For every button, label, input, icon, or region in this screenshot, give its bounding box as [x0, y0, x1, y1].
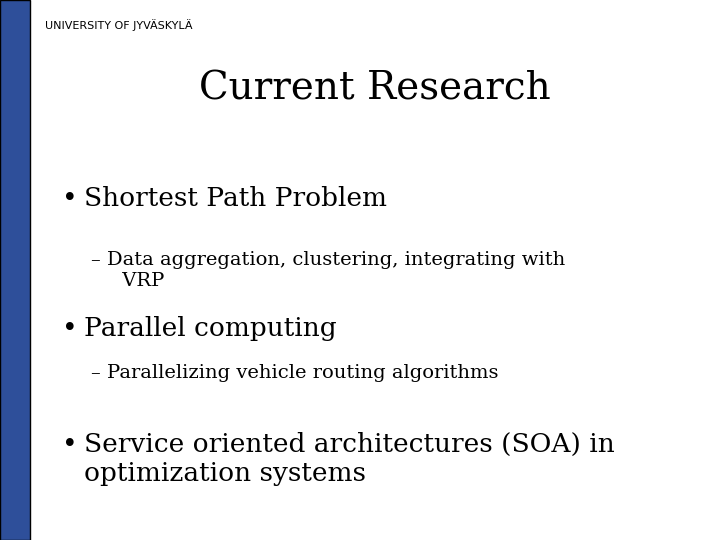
Text: UNIVERSITY OF JYVÄSKYLÄ: UNIVERSITY OF JYVÄSKYLÄ: [45, 19, 192, 31]
Text: •: •: [62, 186, 78, 212]
FancyBboxPatch shape: [0, 0, 30, 540]
Text: Shortest Path Problem: Shortest Path Problem: [84, 186, 387, 211]
Text: Current Research: Current Research: [199, 70, 551, 107]
Text: – Data aggregation, clustering, integrating with
     VRP: – Data aggregation, clustering, integrat…: [91, 251, 566, 290]
Text: •: •: [62, 316, 78, 342]
Text: Service oriented architectures (SOA) in
optimization systems: Service oriented architectures (SOA) in …: [84, 432, 615, 486]
Text: – Parallelizing vehicle routing algorithms: – Parallelizing vehicle routing algorith…: [91, 364, 499, 382]
Text: Parallel computing: Parallel computing: [84, 316, 337, 341]
Text: •: •: [62, 432, 78, 458]
